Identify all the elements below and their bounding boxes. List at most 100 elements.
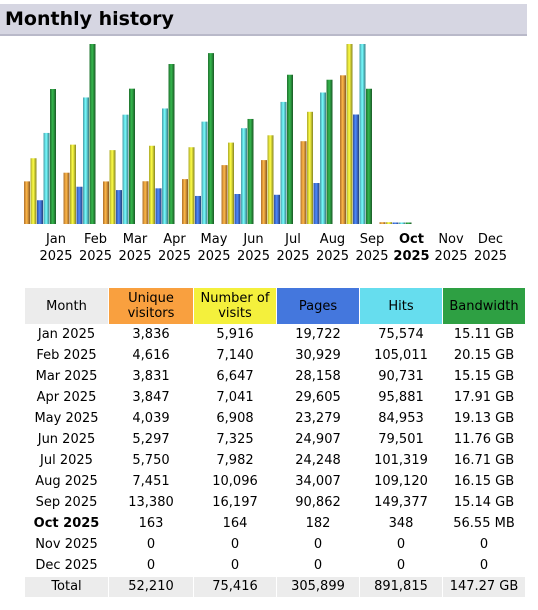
cell-unique-visitors: 5,297 — [108, 429, 194, 451]
cell-unique-visitors: 163 — [108, 513, 194, 535]
cell-bandwidth: 15.11 GB — [442, 324, 526, 346]
cell-hits: 0 — [359, 534, 443, 556]
table-row: Mar 2025 3,831 6,647 28,158 90,731 15.15 GB — [24, 366, 526, 388]
bar-bandwidth-jun — [247, 118, 254, 224]
cell-pages: 23,279 — [276, 408, 360, 430]
bar-hits-may — [201, 121, 208, 224]
cell-visits: 16,197 — [193, 492, 277, 514]
table-row: Apr 2025 3,847 7,041 29,605 95,881 17.91 GB — [24, 387, 526, 409]
cell-unique-visitors: 5,750 — [108, 450, 194, 472]
month-label: Feb — [84, 232, 107, 247]
cell-visits: 0 — [193, 534, 277, 556]
cell-month: Oct 2025 — [24, 513, 109, 535]
bar-bandwidth-oct — [405, 222, 412, 224]
cell-month: Sep 2025 — [24, 492, 109, 514]
bar-visits-aug — [307, 111, 313, 224]
year-label: 2025 — [197, 249, 230, 264]
bar-unique-visitors-aug — [300, 141, 307, 224]
bar-hits-jul — [280, 101, 287, 224]
month-label: Jan — [45, 232, 66, 247]
cell-bandwidth: 20.15 GB — [442, 345, 526, 367]
bar-visits-mar — [109, 150, 116, 224]
year-label: 2025 — [237, 249, 270, 264]
cell-pages: 24,907 — [276, 429, 360, 451]
bar-visits-may — [188, 147, 195, 224]
cell-hits: 109,120 — [359, 471, 443, 493]
bar-unique-visitors-may — [182, 179, 188, 224]
cell-hits: 90,731 — [359, 366, 443, 388]
bar-pages-jun — [234, 193, 241, 224]
bar-bandwidth-mar — [129, 88, 135, 224]
bar-bandwidth-jan — [50, 89, 56, 224]
cell-visits: 164 — [193, 513, 277, 535]
bar-unique-visitors-feb — [63, 172, 70, 224]
section-header: Monthly history — [0, 4, 527, 36]
cell-visits: 7,140 — [193, 345, 277, 367]
cell-hits: 101,319 — [359, 450, 443, 472]
cell-visits: 7,982 — [193, 450, 277, 472]
monthly-bar-chart: Jan 2025 Feb 2025 Mar 2025 Apr 2025 May 2025 Jun 20… — [24, 44, 507, 264]
header-hits: Hits — [359, 287, 443, 325]
cell-visits: 6,647 — [193, 366, 277, 388]
bar-unique-visitors-apr — [142, 181, 149, 224]
month-label: Apr — [163, 232, 186, 247]
bar-unique-visitors-oct — [379, 222, 386, 224]
table-row: May 2025 4,039 6,908 23,279 84,953 19.13 GB — [24, 408, 526, 430]
header-month: Month — [24, 287, 109, 325]
page-title: Monthly history — [5, 8, 174, 30]
cell-visits: 10,096 — [193, 471, 277, 493]
month-label: Jun — [242, 232, 263, 247]
header-unique-visitors: Unique visitors — [108, 287, 194, 325]
table-row: Oct 2025 163 164 182 348 56.55 MB — [24, 513, 526, 535]
cell-month: Feb 2025 — [24, 345, 109, 367]
cell-month: Dec 2025 — [24, 555, 109, 577]
cell-month: May 2025 — [24, 408, 109, 430]
bar-bandwidth-jul — [287, 74, 293, 224]
month-label: Nov — [438, 232, 464, 247]
table-header-row: Month Unique visitors Number of visits P… — [24, 287, 526, 325]
bar-visits-apr — [149, 145, 155, 224]
cell-bandwidth: 19.13 GB — [442, 408, 526, 430]
bar-bandwidth-aug — [326, 79, 333, 224]
bar-hits-oct — [399, 222, 405, 224]
bar-pages-may — [195, 195, 201, 224]
cell-hits: 348 — [359, 513, 443, 535]
bar-visits-jul — [267, 135, 274, 224]
total-hits: 891,815 — [359, 576, 443, 598]
month-label: Sep — [360, 232, 385, 247]
table-row: Jan 2025 3,836 5,916 19,722 75,574 15.11 GB — [24, 324, 526, 346]
bar-unique-visitors-jul — [261, 160, 267, 224]
cell-hits: 79,501 — [359, 429, 443, 451]
bar-visits-oct — [386, 222, 392, 224]
cell-hits: 149,377 — [359, 492, 443, 514]
cell-unique-visitors: 4,616 — [108, 345, 194, 367]
year-label: 2025 — [355, 249, 388, 264]
cell-bandwidth: 11.76 GB — [442, 429, 526, 451]
bar-hits-jan — [43, 132, 50, 224]
cell-unique-visitors: 0 — [108, 555, 194, 577]
bar-unique-visitors-jun — [221, 165, 228, 224]
bar-hits-mar — [122, 114, 129, 224]
month-label: Mar — [123, 232, 148, 247]
bar-visits-feb — [70, 144, 76, 224]
cell-pages: 0 — [276, 555, 360, 577]
bar-unique-visitors-sep — [340, 75, 346, 224]
cell-unique-visitors: 13,380 — [108, 492, 194, 514]
bar-hits-sep — [359, 44, 366, 224]
cell-pages: 19,722 — [276, 324, 360, 346]
total-unique-visitors: 52,210 — [108, 576, 194, 598]
header-bandwidth: Bandwidth — [442, 287, 526, 325]
header-visits: Number of visits — [193, 287, 277, 325]
cell-bandwidth: 15.14 GB — [442, 492, 526, 514]
cell-pages: 30,929 — [276, 345, 360, 367]
month-label: Oct — [399, 232, 424, 247]
bar-pages-feb — [76, 186, 83, 224]
cell-pages: 0 — [276, 534, 360, 556]
cell-pages: 34,007 — [276, 471, 360, 493]
bar-hits-aug — [320, 92, 326, 224]
bar-bandwidth-apr — [168, 64, 175, 224]
month-label: Jul — [284, 232, 301, 247]
cell-hits: 0 — [359, 555, 443, 577]
bar-pages-mar — [116, 190, 122, 224]
cell-pages: 90,862 — [276, 492, 360, 514]
